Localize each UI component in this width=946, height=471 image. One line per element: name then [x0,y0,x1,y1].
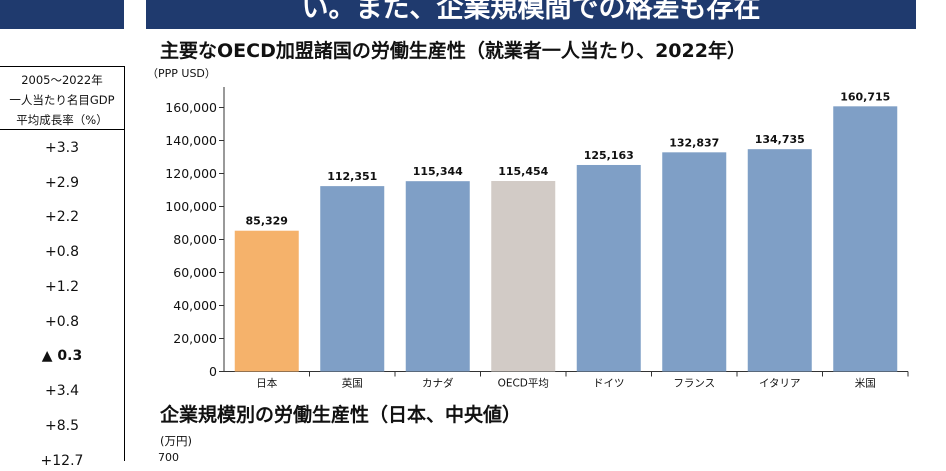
bar [405,181,470,372]
growth-row: +8.5 [45,418,79,434]
header-line: 平均成長率（%） [16,113,108,127]
y-tick-label: 160,000 [165,100,217,115]
x-tick-label: 日本 [256,377,277,390]
y-tick-label: 140,000 [165,133,217,148]
x-tick-label: フランス [673,378,715,390]
top-banner: い。また、企業規模間での格差も存在 [146,0,916,29]
growth-row: +1.2 [45,279,79,295]
y-tick-label: 0 [209,364,217,379]
bar-data-label: 160,715 [840,90,890,103]
growth-row: ▲ 0.3 [41,348,83,364]
y-tick-label: 20,000 [173,331,217,346]
x-tick-label: ドイツ [593,378,625,390]
growth-table: 2005～2022年 一人当たり名目GDP 平均成長率（%） +3.3 +2.9… [0,66,125,469]
bar [576,164,641,372]
y-tick-label: 100,000 [165,199,217,214]
bar [662,152,727,372]
chart1-title: 主要なOECD加盟諸国の労働生産性（就業者一人当たり、2022年） [160,40,746,62]
bar [747,149,812,372]
oecd-productivity-chart-svg: （PPP USD） 0 20,000 40,000 60,000 80,000 100,00… [147,67,909,390]
y-tick-label: 120,000 [165,166,217,181]
y-axis-unit-label: （PPP USD） [147,67,216,80]
y-tick-label: 80,000 [173,232,217,247]
x-tick-label: 英国 [342,377,363,390]
y-tick-label: 60,000 [173,265,217,280]
header-line: 一人当たり名目GDP [9,93,115,107]
x-tick-label: 米国 [855,377,876,390]
chart2-partial-tick: 700 [158,451,179,464]
x-tick-label: OECD平均 [498,378,549,390]
bar-data-label: 115,344 [413,165,463,178]
chart2-unit-label: (万円) [160,434,192,448]
bar [833,106,898,372]
bar-data-label: 134,735 [755,133,805,146]
growth-row: +3.3 [45,140,79,156]
bar [234,230,299,372]
y-tick-label: 40,000 [173,298,217,313]
bar [320,186,385,372]
growth-row: +2.2 [45,209,79,225]
growth-row: +2.9 [45,175,79,191]
x-tick-label: イタリア [759,378,801,390]
x-tick-label: カナダ [422,377,454,390]
bar [491,181,556,372]
left-banner [0,0,124,29]
growth-row: +0.8 [45,244,79,260]
growth-table-header: 2005～2022年 一人当たり名目GDP 平均成長率（%） [0,67,124,130]
bar-data-label: 132,837 [669,136,719,149]
growth-row: +0.8 [45,314,79,330]
chart2-title: 企業規模別の労働生産性（日本、中央値） [160,404,522,426]
growth-row: +3.4 [45,383,79,399]
bar-data-label: 85,329 [246,215,288,228]
header-line: 2005～2022年 [21,73,103,87]
bar-data-label: 115,454 [498,165,548,178]
bar-data-label: 125,163 [584,149,634,162]
bar-data-label: 112,351 [327,170,377,183]
banner-text: い。また、企業規模間での格差も存在 [301,0,761,24]
